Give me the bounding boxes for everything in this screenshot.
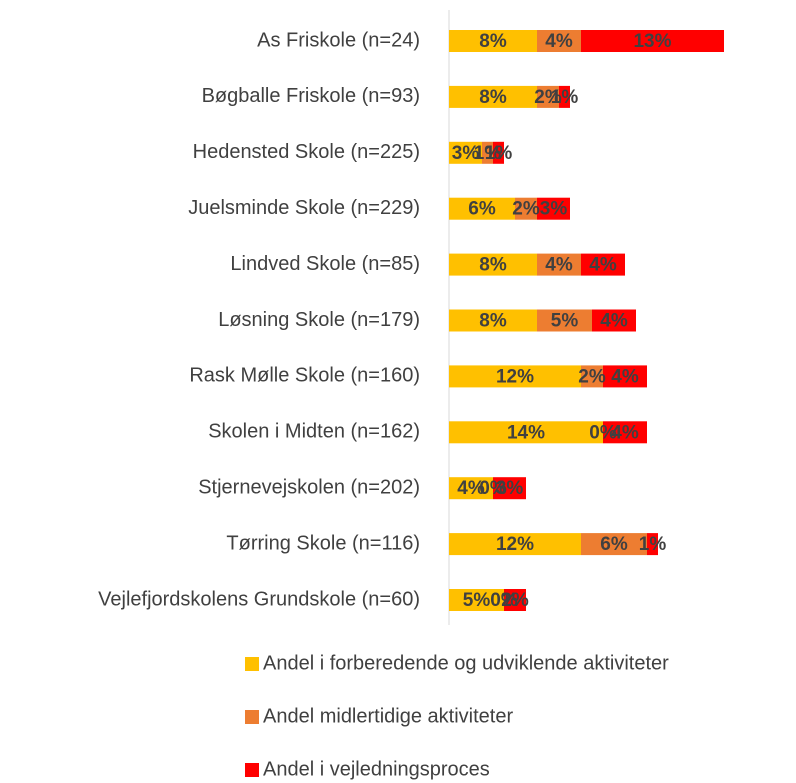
bar-segment: [493, 141, 504, 164]
category-label: Hedensted Skole (n=225): [193, 141, 420, 163]
bar-segment: [581, 533, 647, 556]
bar-segment: [537, 85, 559, 108]
value-label: 1%: [474, 143, 502, 164]
bar-segment: [449, 365, 581, 388]
value-label: 5%: [551, 311, 579, 332]
bar-segment: [603, 421, 647, 444]
bar-segment: [537, 253, 581, 276]
value-label: 8%: [479, 87, 507, 108]
value-label: 8%: [479, 31, 507, 52]
bar-segment: [449, 85, 537, 108]
legend-label: Andel i forberedende og udviklende aktiv…: [263, 652, 669, 674]
value-label: 2%: [578, 366, 606, 387]
bar-segment: [449, 589, 504, 611]
bar-segment: [537, 309, 592, 332]
bar-segment: [581, 365, 603, 388]
category-label: Bøgballe Friskole (n=93): [202, 85, 420, 107]
bar-segment: [537, 30, 581, 52]
bar-segment: [559, 85, 570, 108]
legend-swatch: [245, 763, 259, 777]
bar-segment: [449, 141, 482, 164]
value-label: 4%: [600, 311, 628, 332]
category-label: Vejlefjordskolens Grundskole (n=60): [98, 588, 420, 610]
value-label: 6%: [600, 534, 628, 555]
category-label: Løsning Skole (n=179): [218, 309, 420, 331]
category-label: Juelsminde Skole (n=229): [188, 197, 420, 219]
value-label: 0%: [479, 478, 507, 499]
value-label: 4%: [545, 31, 573, 52]
value-label: 4%: [589, 255, 617, 276]
bar-segment: [449, 533, 581, 556]
value-label: 4%: [611, 366, 639, 387]
value-label: 12%: [496, 534, 534, 555]
value-label: 0%: [589, 422, 617, 443]
bar-segment: [537, 197, 570, 220]
value-label: 12%: [496, 366, 534, 387]
bar-segment: [504, 589, 526, 611]
value-label: 6%: [468, 199, 496, 220]
category-label: Stjernevejskolen (n=202): [198, 476, 420, 498]
value-label: 13%: [633, 31, 671, 52]
legend-swatch: [245, 657, 259, 671]
bar-segment: [515, 197, 537, 220]
value-label: 2%: [512, 199, 540, 220]
bar-segment: [581, 253, 625, 276]
bar-segment: [449, 477, 493, 500]
bar-segment: [493, 477, 526, 500]
category-label: Lindved Skole (n=85): [230, 253, 420, 275]
legend-label: Andel midlertidige aktiviteter: [263, 705, 513, 727]
bar-segment: [482, 141, 493, 164]
bar-segment: [581, 30, 724, 52]
bar-segment: [449, 421, 603, 444]
legend-label: Andel i vejledningsproces: [263, 758, 490, 780]
value-label: 0%: [490, 590, 518, 611]
value-label: 4%: [457, 478, 485, 499]
category-label: Tørring Skole (n=116): [226, 532, 420, 554]
value-label: 4%: [611, 422, 639, 443]
value-label: 2%: [534, 87, 562, 108]
category-label: Skolen i Midten (n=162): [208, 421, 420, 443]
category-label: As Friskole (n=24): [257, 29, 420, 51]
value-label: 1%: [485, 143, 513, 164]
bar-segment: [449, 30, 537, 52]
value-label: 4%: [545, 255, 573, 276]
value-label: 3%: [540, 199, 568, 220]
bar-segment: [592, 309, 636, 332]
value-label: 5%: [463, 590, 491, 611]
bar-segment: [449, 309, 537, 332]
bar-segment: [603, 365, 647, 388]
value-label: 3%: [496, 478, 524, 499]
value-label: 2%: [501, 590, 529, 611]
value-label: 8%: [479, 255, 507, 276]
legend-swatch: [245, 710, 259, 724]
value-label: 1%: [551, 87, 579, 108]
bar-segment: [647, 533, 658, 556]
bar-segment: [449, 253, 537, 276]
bar-segment: [449, 197, 515, 220]
value-label: 8%: [479, 311, 507, 332]
value-label: 14%: [507, 422, 545, 443]
value-label: 3%: [452, 143, 480, 164]
value-label: 1%: [639, 534, 667, 555]
category-label: Rask Mølle Skole (n=160): [189, 365, 420, 387]
